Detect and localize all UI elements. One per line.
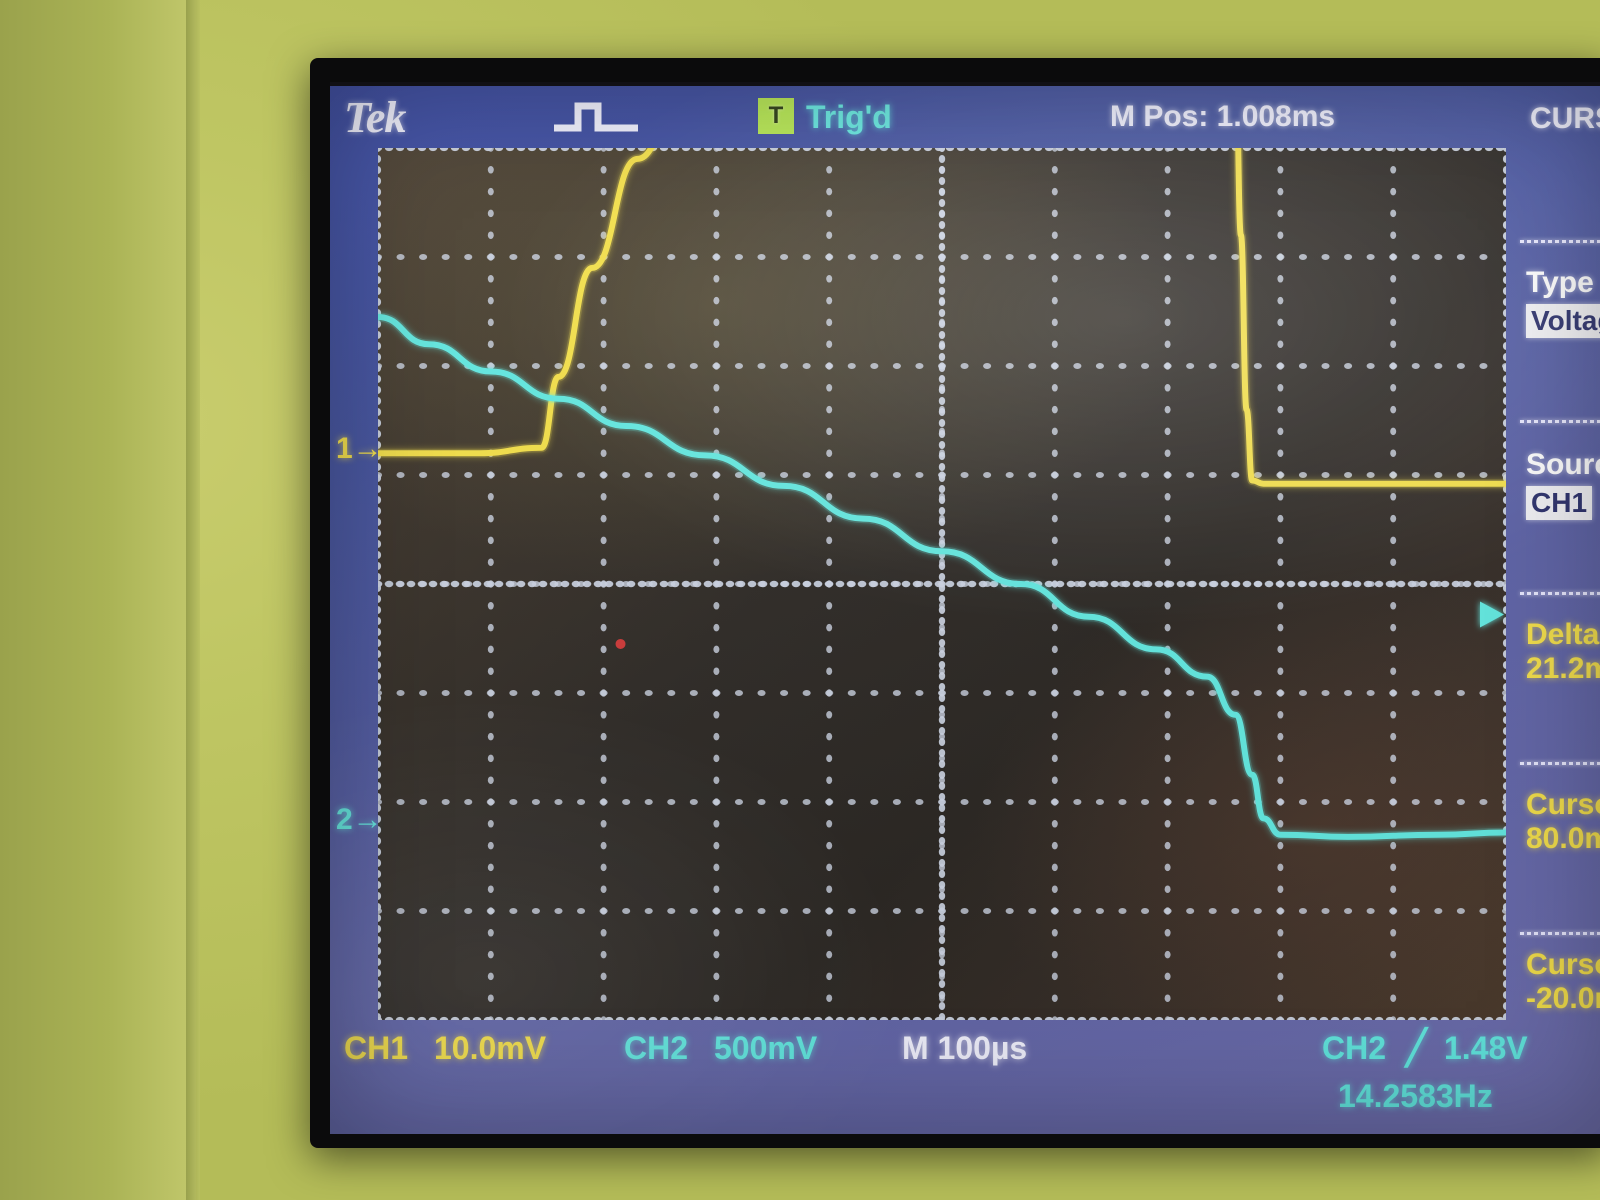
menu-item-value: -20.0mV [1526,982,1600,1015]
menu-item-cursor-2[interactable]: Cursor 2-20.0mV [1526,948,1600,1016]
menu-separator-1 [1520,240,1600,243]
menu-item-value: Voltage [1526,304,1600,338]
trigger-level[interactable]: 1.48V [1444,1030,1528,1066]
edge-markers [615,601,1504,649]
menu-separator-2 [1520,420,1600,423]
menu-item-value: CH1 [1526,486,1593,520]
trigger-point-marker [615,638,626,649]
menu-item-label: Type [1526,266,1594,299]
wall-corner-edge [186,0,200,1200]
trigger-state-badge: T [758,98,794,134]
menu-separator-4 [1520,762,1600,765]
bottom-readout-bar: CH1 10.0mV CH2 500mV M 100µs CH2 ╱ 1.48V… [330,1020,1600,1134]
menu-item-value: 21.2mV [1526,652,1600,685]
ch2-scale[interactable]: 500mV [714,1030,818,1066]
trigger-source[interactable]: CH2 [1322,1030,1387,1066]
horizontal-position-readout: M Pos: 1.008ms [1110,100,1336,133]
menu-item-value: 80.0mV [1526,822,1600,855]
menu-item-label: Cursor 2 [1526,948,1600,981]
menu-item-source[interactable]: Source CH1 [1526,448,1600,520]
wall-shadow [0,0,196,1200]
ch2-right-arrow-icon [1480,601,1504,628]
menu-item-label: Delta [1526,618,1600,651]
menu-item-label: Source [1526,448,1600,481]
ch1-ground-marker[interactable]: 1→ [336,432,383,466]
menu-separator-3 [1520,592,1600,595]
menu-title: CURSOR [1530,102,1600,135]
menu-item-label: Cursor 1 [1526,788,1600,821]
ch2-label[interactable]: CH2 [624,1030,689,1066]
ch1-scale[interactable]: 10.0mV [434,1030,547,1066]
trigger-slope-icon: ╱ [1406,1029,1427,1067]
trace-ch2 [378,312,1506,842]
trace-ch1 [378,148,1506,489]
frequency-readout: 14.2583Hz [1338,1078,1493,1114]
waveform-plot [378,148,1506,1020]
square-pulse-icon [554,102,638,132]
oscilloscope-screen: Tek T Trig'd M Pos: 1.008ms [330,86,1600,1134]
graticule-area [378,148,1506,1020]
tek-logo: Tek [344,93,406,142]
menu-separator-5 [1520,932,1600,935]
top-status-bar: Tek T Trig'd M Pos: 1.008ms [330,86,1600,148]
ch2-ground-marker[interactable]: 2→ [336,802,383,836]
timebase[interactable]: M 100µs [902,1030,1028,1066]
graticule-dot-grid [378,148,1506,1020]
waveform-traces [378,148,1506,842]
ch1-label[interactable]: CH1 [344,1030,409,1066]
cursor-lines [378,449,1506,811]
menu-item-type[interactable]: Type Voltage [1526,266,1600,338]
trigger-state-label: Trig'd [806,99,892,135]
menu-item-cursor-1[interactable]: Cursor 180.0mV [1526,788,1600,856]
